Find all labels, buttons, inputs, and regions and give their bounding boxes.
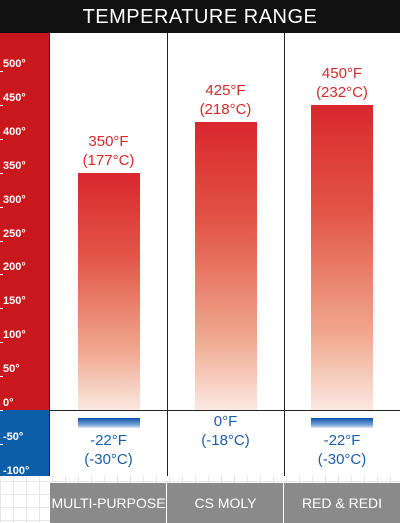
- category-label: CS MOLY: [167, 483, 284, 523]
- high-temp-f-label: 450°F: [321, 64, 363, 82]
- high-temp-f-label: 350°F: [88, 132, 129, 150]
- y-tick-mark: [0, 477, 3, 479]
- high-temp-c-label: (232°C): [316, 83, 368, 101]
- y-tick-mark: [0, 443, 3, 445]
- low-temp-f-label: -22°F: [90, 432, 127, 449]
- low-temp-bar: [77, 418, 140, 428]
- scale-hot-segment: [0, 33, 49, 410]
- y-tick-mark: [0, 342, 3, 344]
- footer-separator: [283, 483, 284, 523]
- low-temp-c-label: (-18°C): [201, 432, 250, 449]
- low-temp-f-label: -22°F: [323, 432, 361, 449]
- chart-title-bar: TEMPERATURE RANGE: [0, 0, 400, 33]
- low-temp-c-label: (-30°C): [317, 451, 367, 468]
- high-temp-c-label: (177°C): [82, 151, 135, 169]
- category-label-line: RED & REDI: [301, 495, 383, 511]
- chart-title: TEMPERATURE RANGE: [82, 6, 318, 28]
- y-tick-label: 500°: [3, 58, 26, 70]
- category-label: RED & REDI: [284, 483, 400, 523]
- y-tick-mark: [0, 172, 3, 174]
- scale-cold-segment: [0, 410, 49, 476]
- high-temp-f-label: 425°F: [205, 81, 246, 99]
- y-tick-label: -100°: [3, 464, 30, 477]
- low-temp-f-label: 0°F: [213, 413, 238, 430]
- category-label-line: MULTI-: [51, 495, 98, 511]
- y-tick-mark: [0, 274, 3, 276]
- high-temp-c-label: (218°C): [199, 100, 252, 118]
- high-temp-bar: [311, 104, 373, 410]
- y-tick-label: 250°: [3, 227, 26, 240]
- y-tick-mark: [0, 206, 3, 208]
- y-tick-label: 200°: [3, 261, 26, 274]
- category-footer: MULTI- PURPOSE CS MOLY RED & REDI: [0, 476, 400, 523]
- y-tick-mark: [0, 240, 3, 242]
- footer-separator: [166, 483, 167, 523]
- y-tick-label: 0°: [3, 397, 14, 409]
- y-tick-mark: [0, 71, 3, 72]
- column-divider: [284, 33, 285, 476]
- zero-baseline: [50, 410, 400, 411]
- category-label: MULTI- PURPOSE: [50, 483, 167, 523]
- high-temp-bar: [77, 172, 140, 410]
- y-tick-label: 350°: [3, 159, 26, 172]
- y-tick-mark: [0, 308, 3, 310]
- y-tick-mark: [0, 410, 3, 411]
- temperature-scale: 500° 450° 400° 350° 300° 250° 200° 150° 100° 50° 0…: [0, 33, 50, 479]
- low-temp-bar: [311, 418, 373, 428]
- y-tick-label: -50°: [3, 430, 24, 443]
- category-label-line: PURPOSE: [97, 495, 166, 511]
- y-tick-mark: [0, 104, 3, 106]
- y-tick-label: 100°: [3, 329, 26, 342]
- high-temp-bar: [194, 121, 257, 410]
- y-tick-label: 50°: [3, 363, 20, 376]
- y-tick-label: 150°: [3, 295, 26, 308]
- y-tick-label: 450°: [3, 91, 26, 104]
- column-divider: [167, 33, 168, 476]
- y-tick-mark: [0, 376, 3, 378]
- y-tick-label: 300°: [3, 193, 26, 206]
- low-temp-c-label: (-30°C): [84, 451, 133, 468]
- y-tick-label: 400°: [3, 125, 26, 138]
- category-label-line: CS MOLY: [194, 495, 257, 511]
- y-tick-mark: [0, 138, 3, 140]
